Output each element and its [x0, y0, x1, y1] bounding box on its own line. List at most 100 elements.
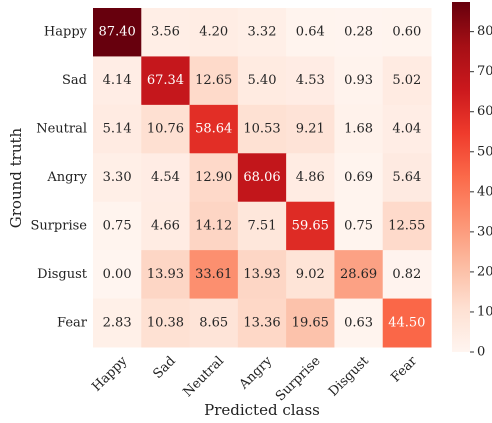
cell-label: 44.50	[388, 315, 425, 330]
cell	[286, 250, 335, 300]
cell-label: 4.66	[151, 218, 180, 233]
cell	[93, 56, 142, 106]
cell-label: 19.65	[292, 315, 329, 330]
cell-label: 87.40	[99, 25, 136, 40]
cell	[334, 298, 384, 348]
cell	[382, 104, 432, 154]
cell	[286, 56, 335, 106]
cell-label: 4.54	[151, 170, 180, 185]
cell	[189, 250, 239, 300]
cell-label: 9.21	[296, 122, 325, 137]
cell-label: 8.65	[199, 315, 228, 330]
cell-label: 12.55	[388, 218, 425, 233]
colorbar-tick-label: 80	[477, 24, 492, 39]
cell-label: 0.82	[392, 267, 421, 282]
cell	[334, 201, 384, 251]
cell-label: 3.56	[151, 25, 180, 40]
cell	[189, 8, 239, 57]
cell	[189, 201, 239, 251]
cell-label: 12.65	[195, 73, 232, 88]
x-tick-label: Angry	[236, 353, 276, 393]
cell	[334, 8, 384, 57]
y-axis-label: Ground truth	[7, 127, 25, 228]
cell-label: 13.93	[243, 267, 280, 282]
cell-label: 10.38	[147, 315, 184, 330]
cell	[237, 104, 287, 154]
x-tick-label: Sad	[150, 354, 178, 382]
cell	[93, 104, 142, 154]
y-tick-label: Disgust	[37, 267, 88, 282]
cell	[141, 104, 191, 154]
cell-label: 0.60	[392, 25, 421, 40]
cell-label: 10.53	[243, 122, 280, 137]
cell-label: 4.20	[199, 25, 228, 40]
cell-label: 58.64	[195, 122, 232, 137]
cell	[382, 56, 432, 106]
cell	[237, 56, 287, 106]
cell	[237, 201, 287, 251]
x-tick-label: Happy	[89, 353, 131, 395]
y-tick-label: Angry	[46, 170, 87, 185]
x-tick-label: Surprise	[273, 353, 324, 404]
cell	[286, 104, 335, 154]
cell-label: 2.83	[103, 315, 132, 330]
cell-label: 28.69	[340, 267, 377, 282]
cell-label: 4.04	[392, 122, 421, 137]
colorbar-tick-label: 50	[477, 144, 492, 159]
cell	[334, 104, 384, 154]
cell	[141, 298, 191, 348]
y-tick-label: Sad	[62, 73, 87, 88]
cell-label: 5.02	[392, 73, 421, 88]
cell	[334, 250, 384, 300]
cell	[382, 250, 432, 300]
cell	[189, 56, 239, 106]
colorbar-tick-label: 20	[477, 264, 492, 279]
cell-label: 0.75	[344, 218, 373, 233]
cell-label: 4.86	[296, 170, 325, 185]
y-tick-label: Happy	[44, 25, 88, 40]
colorbar-tick-label: 40	[477, 184, 492, 199]
cell	[93, 201, 142, 251]
cell	[237, 153, 287, 203]
cell	[286, 153, 335, 203]
cell-label: 14.12	[195, 218, 232, 233]
y-tick-label: Fear	[57, 315, 88, 330]
cell-label: 9.02	[296, 267, 325, 282]
colorbar-tick-label: 70	[477, 64, 492, 79]
y-tick-label: Surprise	[30, 218, 87, 233]
cell	[93, 8, 142, 57]
cell-label: 13.36	[243, 315, 280, 330]
cell	[189, 104, 239, 154]
cell-label: 0.63	[344, 315, 373, 330]
cell-label: 4.53	[296, 73, 325, 88]
y-tick-label: Neutral	[36, 122, 87, 137]
cell-label: 4.14	[103, 73, 132, 88]
cell	[93, 153, 142, 203]
cell-label: 0.00	[103, 267, 132, 282]
cell	[286, 8, 335, 57]
cell	[189, 153, 239, 203]
x-tick-label: Neutral	[180, 354, 227, 401]
cell-label: 3.30	[103, 170, 132, 185]
cell-label: 59.65	[292, 218, 329, 233]
cell	[382, 298, 432, 348]
cell	[141, 8, 191, 57]
cell	[382, 8, 432, 57]
cell-label: 0.93	[344, 73, 373, 88]
cell	[286, 201, 335, 251]
cell-label: 0.64	[296, 25, 325, 40]
cell-label: 5.40	[248, 73, 277, 88]
cell	[93, 298, 142, 348]
cell-label: 10.76	[147, 122, 184, 137]
cell	[334, 56, 384, 106]
cell	[189, 298, 239, 348]
cell	[334, 153, 384, 203]
cell-label: 0.28	[344, 25, 373, 40]
cell	[141, 250, 191, 300]
cell-label: 5.14	[103, 122, 132, 137]
cell-label: 7.51	[248, 218, 277, 233]
colorbar	[452, 2, 470, 352]
cell	[382, 201, 432, 251]
cell-label: 5.64	[392, 170, 421, 185]
cell-label: 0.75	[103, 218, 132, 233]
